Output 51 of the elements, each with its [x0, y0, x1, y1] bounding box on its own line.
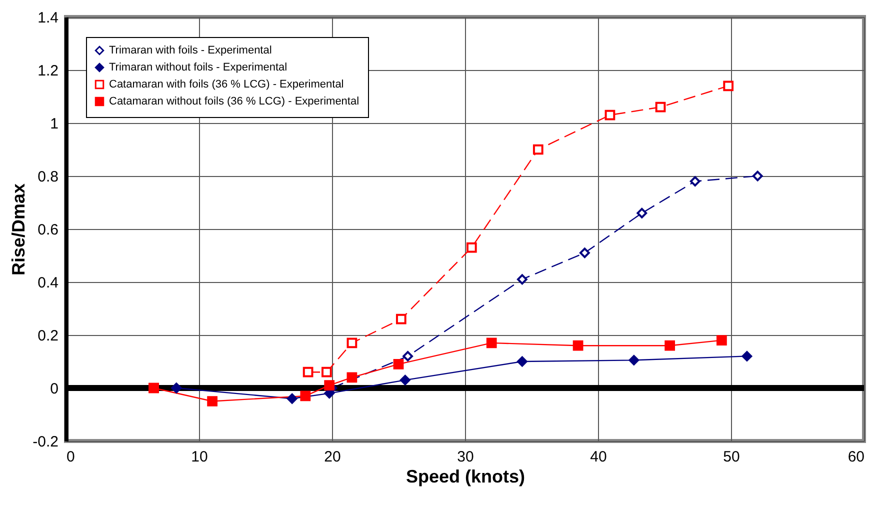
y-tick-label: 1.4: [38, 10, 58, 26]
point: [532, 144, 544, 155]
point: [655, 102, 666, 112]
legend-label: Trimaran without foils - Experimental: [109, 62, 288, 74]
point: [517, 274, 528, 285]
point: [580, 248, 590, 258]
point: [752, 170, 763, 182]
y-tick-label: 1: [50, 116, 58, 132]
point: [742, 351, 752, 362]
point: [716, 335, 727, 346]
point: [302, 366, 314, 378]
x-tick-label: 40: [590, 448, 607, 466]
x-tick-label: 50: [723, 448, 740, 466]
y-tick-label: 1.2: [38, 62, 58, 80]
y-tick-label: 0.4: [38, 274, 58, 292]
point: [402, 351, 413, 362]
point: [486, 338, 497, 348]
y-axis-title: Rise/Dmax: [8, 183, 29, 276]
point: [346, 372, 358, 383]
point: [604, 110, 616, 120]
y-tick-label: 0: [50, 380, 58, 398]
legend-label: Catamaran without foils (36 % LCG) - Experimental: [109, 96, 360, 108]
legend-label: Catamaran with foils (36 % LCG) - Experimental: [109, 78, 344, 90]
point: [628, 354, 640, 366]
point: [321, 366, 332, 378]
x-tick-label: 20: [324, 448, 341, 466]
point: [400, 374, 410, 386]
point: [572, 340, 584, 351]
x-tick-label: 30: [457, 448, 474, 466]
point: [664, 340, 676, 351]
x-tick-label: 60: [848, 448, 864, 466]
point: [300, 390, 311, 402]
y-tick-label: 0.2: [38, 328, 58, 344]
legend-label: Trimaran with foils - Experimental: [109, 44, 272, 56]
y-tick-label: 0.6: [38, 222, 58, 238]
point: [517, 356, 528, 367]
point: [393, 358, 404, 370]
y-tick-label: 0.8: [38, 168, 58, 186]
y-tick-label: -0.2: [32, 434, 58, 450]
point: [690, 176, 700, 186]
point: [466, 242, 477, 253]
point: [286, 393, 298, 404]
point: [636, 208, 648, 218]
point: [396, 314, 406, 324]
point: [324, 380, 335, 391]
x-tick-label: 10: [191, 448, 208, 466]
x-axis-title: Speed (knots): [406, 466, 526, 486]
point: [207, 396, 218, 406]
point: [346, 338, 358, 348]
x-tick-label: 0: [66, 448, 75, 466]
point: [723, 80, 734, 92]
